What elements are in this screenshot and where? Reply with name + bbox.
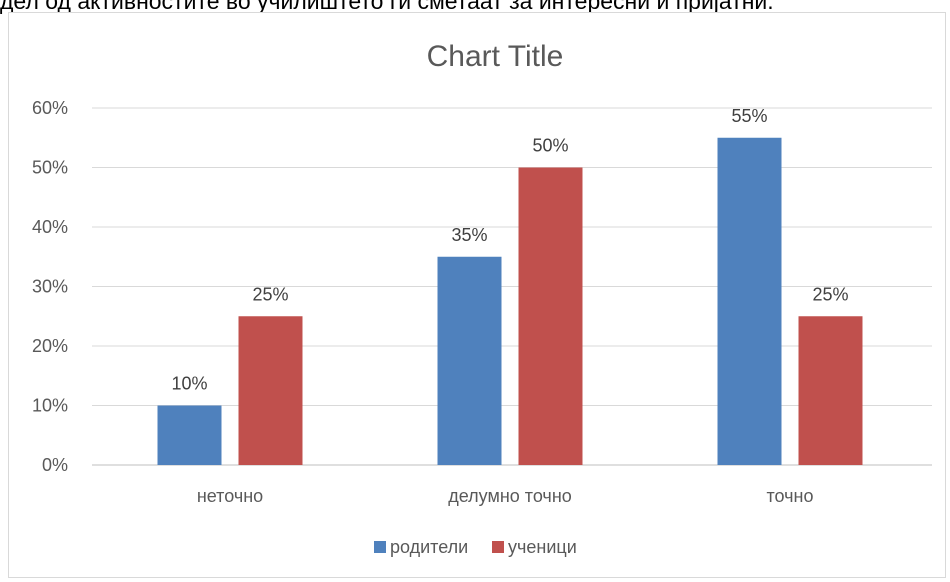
y-tick-label: 30% [32,277,68,297]
data-label: 35% [451,225,487,245]
legend-swatch [492,541,504,553]
y-tick-label: 10% [32,396,68,416]
y-tick-label: 20% [32,336,68,356]
data-label: 25% [252,284,288,304]
chart-title: Chart Title [427,40,564,73]
bar [717,137,782,465]
legend-label: родители [390,537,468,557]
y-tick-label: 50% [32,158,68,178]
bar [518,167,583,465]
category-label: точно [767,486,814,506]
data-label: 55% [731,106,767,126]
category-label: неточно [197,486,263,506]
y-axis-ticks: 0% 10% 20% 30% 40% 50% 60% [32,98,68,475]
bars [157,137,863,465]
bar [238,316,303,465]
category-labels: неточно делумно точно точно [197,486,814,506]
bar [798,316,863,465]
category-label: делумно точно [448,486,572,506]
y-tick-label: 60% [32,98,68,118]
document-text-line: дел од активностите во училиштето ги сме… [0,0,774,14]
data-label: 50% [532,136,568,156]
y-tick-label: 40% [32,217,68,237]
legend-swatch [374,541,386,553]
bar [437,256,502,465]
gridlines [92,107,932,466]
data-labels: 10% 25% 35% 50% 55% 25% [171,106,848,394]
data-label: 10% [171,374,207,394]
legend-label: ученици [508,537,577,557]
legend: родители ученици [374,537,577,557]
data-label: 25% [812,284,848,304]
bar [157,405,222,465]
y-tick-label: 0% [42,455,68,475]
